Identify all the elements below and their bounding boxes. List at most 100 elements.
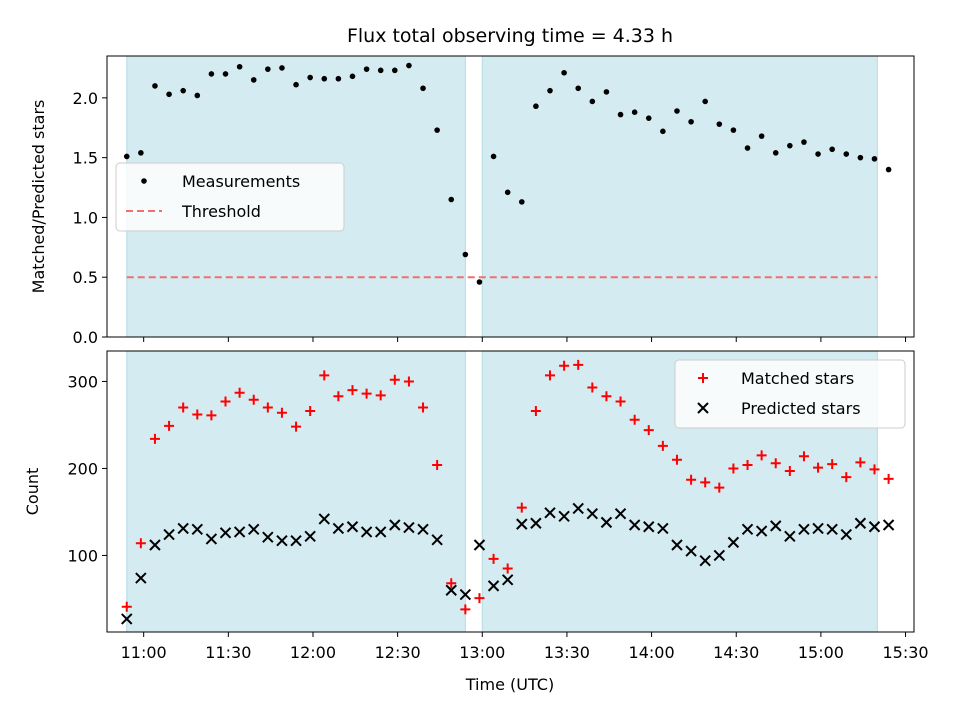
ratio-panel: 0.0 0.5 1.0 1.5 2.0 Matched/Predicted stars Me… — [29, 55, 915, 347]
legend-box — [115, 162, 345, 232]
data-point — [279, 65, 285, 71]
data-point — [389, 374, 400, 385]
data-point — [671, 454, 682, 465]
data-point — [700, 477, 711, 488]
data-point — [699, 554, 711, 567]
x-tick-label: 12:00 — [290, 643, 336, 662]
legend-swatch — [697, 402, 709, 414]
data-point — [152, 83, 158, 89]
data-point — [418, 402, 429, 413]
data-point — [533, 103, 539, 110]
data-point — [614, 507, 627, 520]
y-tick-label: 100 — [67, 546, 98, 565]
data-point — [660, 128, 666, 135]
data-point — [346, 521, 359, 533]
data-point — [829, 146, 835, 153]
data-point — [446, 578, 457, 589]
legend: Measurements Threshold — [115, 162, 345, 232]
data-point — [600, 516, 613, 529]
x-tick-label: 11:00 — [121, 643, 167, 662]
y-tick-label: 1.0 — [73, 208, 98, 227]
data-point — [307, 74, 313, 81]
data-point — [374, 526, 387, 538]
data-point — [840, 528, 852, 541]
data-point — [276, 534, 288, 547]
data-point — [448, 196, 455, 203]
data-point — [166, 91, 172, 98]
data-point — [547, 87, 553, 94]
data-point — [304, 530, 316, 543]
chart-title: Flux total observing time = 4.33 h — [347, 25, 673, 47]
data-point — [882, 519, 895, 531]
data-point — [741, 523, 754, 536]
data-point — [318, 513, 330, 525]
x-tick-label: 11:30 — [205, 643, 251, 662]
data-point — [488, 553, 499, 564]
data-point — [236, 63, 243, 70]
data-point — [575, 85, 582, 92]
data-point — [545, 370, 556, 381]
data-point — [629, 414, 640, 425]
data-point — [459, 588, 472, 601]
data-point — [138, 150, 144, 156]
data-point — [135, 572, 147, 584]
data-point — [205, 533, 218, 545]
data-point — [434, 127, 440, 133]
data-point — [389, 519, 401, 531]
series-measurements — [123, 62, 892, 285]
x-axis-label: Time (UTC) — [465, 675, 554, 694]
x-tick-label: 15:00 — [798, 643, 844, 662]
x-tick-label: 12:30 — [375, 643, 421, 662]
data-point — [276, 407, 287, 418]
data-point — [191, 523, 204, 536]
data-point — [883, 473, 894, 484]
data-point — [530, 517, 542, 529]
series-matched-stars — [121, 359, 894, 615]
count-panel: 100 200 300 11:00 11:30 12:00 12:30 13:00 13:30 1… — [23, 350, 929, 662]
data-point — [163, 528, 175, 541]
data-point — [518, 199, 525, 205]
data-point — [262, 531, 274, 543]
data-point — [798, 523, 810, 536]
y-tick-label: 1.5 — [73, 149, 98, 168]
data-point — [815, 151, 821, 157]
data-point — [784, 466, 795, 477]
data-point — [335, 75, 342, 82]
data-point — [403, 521, 415, 534]
data-point — [530, 406, 541, 417]
data-point — [812, 522, 824, 535]
y-axis-label: Matched/Predicted stars — [29, 100, 48, 294]
series-predicted-stars — [121, 502, 895, 625]
data-point — [474, 593, 485, 604]
data-point — [349, 73, 356, 80]
data-point — [460, 604, 471, 615]
data-point — [798, 451, 809, 462]
data-point — [688, 118, 694, 125]
data-point — [756, 450, 767, 461]
data-point — [855, 457, 866, 468]
data-point — [869, 464, 880, 475]
data-point — [403, 376, 414, 387]
data-point — [827, 459, 838, 470]
data-point — [417, 523, 429, 536]
data-point — [868, 521, 881, 533]
data-point — [603, 89, 610, 95]
data-point — [770, 458, 781, 469]
data-point — [587, 382, 598, 393]
data-point — [772, 150, 779, 156]
legend-swatch — [141, 178, 147, 184]
y-tick-label: 300 — [67, 372, 98, 391]
legend-label: Matched stars — [741, 369, 854, 388]
data-point — [121, 601, 132, 612]
data-point — [121, 613, 133, 625]
data-point — [333, 391, 344, 402]
data-point — [559, 360, 570, 371]
data-point — [504, 189, 511, 196]
data-point — [360, 526, 373, 538]
data-point — [784, 530, 796, 543]
data-point — [149, 433, 160, 444]
data-point — [730, 127, 737, 133]
data-point — [319, 370, 330, 381]
data-point — [220, 396, 231, 407]
